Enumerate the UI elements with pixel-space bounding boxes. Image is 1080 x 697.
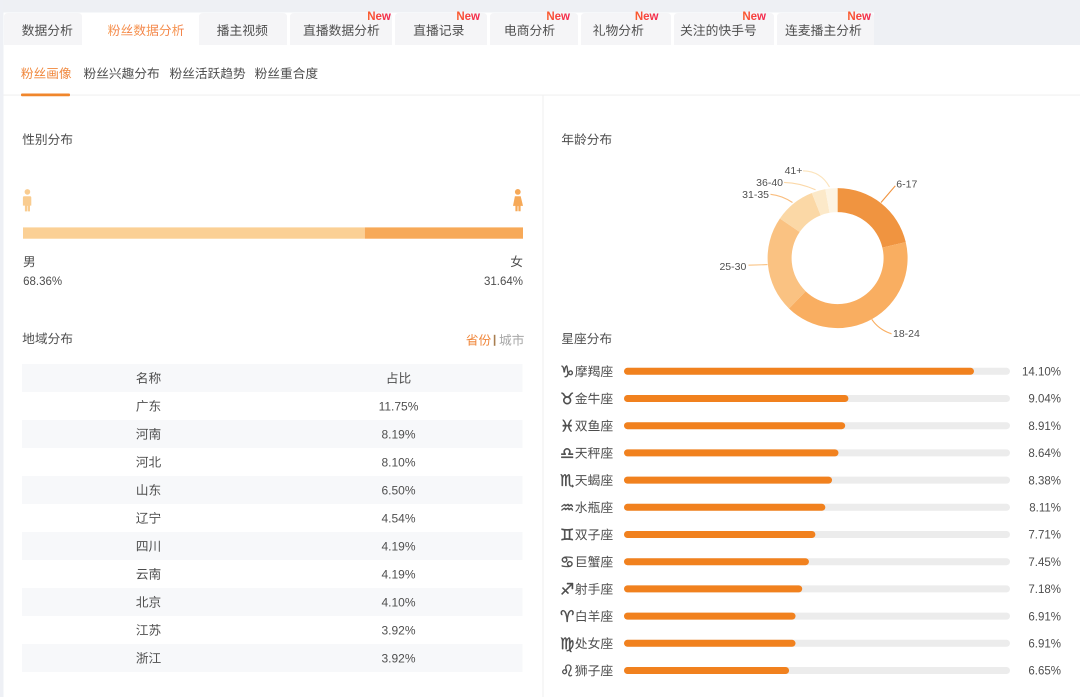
svg-text:14.10%: 14.10%	[1022, 367, 1061, 379]
svg-text:New: New	[367, 11, 391, 23]
svg-text:8.11%: 8.11%	[1029, 503, 1061, 515]
svg-text:6.65%: 6.65%	[1028, 666, 1061, 678]
svg-text:8.19%: 8.19%	[381, 427, 415, 441]
svg-text:25-30: 25-30	[719, 261, 746, 273]
svg-text:6.91%: 6.91%	[1028, 639, 1061, 651]
svg-text:4.19%: 4.19%	[381, 539, 415, 553]
svg-text:New: New	[847, 11, 871, 23]
svg-text:New: New	[546, 11, 570, 23]
svg-text:41+: 41+	[785, 165, 803, 177]
svg-text:3.92%: 3.92%	[381, 651, 415, 665]
svg-text:6.91%: 6.91%	[1028, 611, 1061, 623]
svg-text:68.36%: 68.36%	[23, 276, 62, 288]
svg-text:8.91%: 8.91%	[1028, 421, 1061, 433]
svg-text:36-40: 36-40	[756, 177, 783, 189]
svg-text:7.18%: 7.18%	[1028, 584, 1061, 596]
svg-text:4.19%: 4.19%	[381, 567, 415, 581]
svg-text:6.50%: 6.50%	[381, 483, 415, 497]
svg-text:6-17: 6-17	[896, 179, 917, 191]
svg-text:9.04%: 9.04%	[1028, 394, 1061, 406]
svg-text:7.45%: 7.45%	[1028, 557, 1061, 569]
svg-text:8.10%: 8.10%	[381, 455, 415, 469]
svg-text:4.10%: 4.10%	[381, 595, 415, 609]
svg-text:New: New	[456, 11, 480, 23]
svg-text:31.64%: 31.64%	[484, 276, 523, 288]
svg-text:18-24: 18-24	[893, 328, 920, 340]
svg-text:8.38%: 8.38%	[1028, 475, 1061, 487]
svg-text:8.64%: 8.64%	[1028, 448, 1061, 460]
svg-text:3.92%: 3.92%	[381, 623, 415, 637]
svg-text:New: New	[635, 11, 659, 23]
svg-text:4.54%: 4.54%	[381, 511, 415, 525]
svg-text:New: New	[742, 11, 766, 23]
svg-text:31-35: 31-35	[742, 189, 769, 201]
svg-text:11.75%: 11.75%	[379, 399, 419, 413]
svg-text:7.71%: 7.71%	[1028, 530, 1061, 542]
